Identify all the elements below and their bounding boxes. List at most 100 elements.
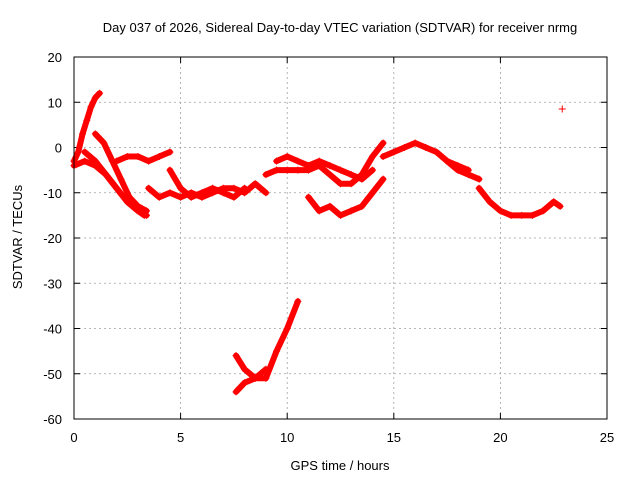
data-point: [209, 184, 217, 192]
data-series: [232, 297, 302, 382]
data-point: [113, 157, 121, 165]
data-point: [347, 207, 355, 215]
data-point: [262, 189, 270, 197]
x-tick-label: 25: [600, 430, 614, 445]
data-point: [91, 94, 99, 102]
data-point: [145, 184, 153, 192]
x-tick-label: 10: [280, 430, 294, 445]
data-point: [379, 153, 387, 161]
data-point: [142, 207, 150, 215]
data-point: [125, 193, 133, 201]
data-series: [166, 166, 249, 201]
data-point: [411, 139, 419, 147]
data-point: [241, 365, 249, 373]
x-tick-label: 20: [493, 430, 507, 445]
data-point: [550, 198, 558, 206]
data-point: [79, 130, 87, 138]
data-point: [400, 144, 408, 151]
data-point: [294, 297, 302, 305]
series-trace: [113, 149, 173, 165]
data-point: [241, 379, 249, 387]
data-point: [232, 388, 240, 396]
chart-title: Day 037 of 2026, Sidereal Day-to-day VTE…: [103, 20, 577, 35]
y-tick-label: 0: [55, 141, 62, 156]
y-tick-label: -40: [43, 322, 62, 337]
y-tick-label: 20: [48, 50, 62, 65]
data-point: [379, 175, 387, 183]
data-series: [443, 157, 483, 183]
data-point: [283, 166, 291, 174]
data-point: [230, 184, 238, 192]
y-tick-label: -10: [43, 186, 62, 201]
y-tick-label: -60: [43, 412, 62, 427]
data-point: [87, 103, 95, 111]
data-point: [347, 180, 355, 188]
data-point: [230, 193, 238, 201]
x-tick-label: 5: [177, 430, 184, 445]
data-point: [273, 157, 281, 165]
data-point: [528, 211, 536, 219]
data-point: [358, 175, 366, 183]
data-point: [273, 166, 281, 174]
x-axis-label: GPS time / hours: [291, 458, 390, 473]
data-point: [113, 184, 121, 192]
data-series: [305, 175, 387, 219]
data-point: [379, 139, 387, 147]
data-point: [241, 184, 249, 192]
data-point: [251, 180, 259, 188]
data-point: [166, 148, 174, 156]
data-point: [556, 202, 564, 210]
data-point: [432, 148, 440, 156]
data-point: [358, 202, 366, 210]
data-point: [454, 166, 462, 174]
data-point: [145, 157, 153, 165]
data-point: [368, 189, 376, 197]
data-point: [91, 157, 99, 165]
data-point: [347, 171, 355, 179]
data-point: [177, 193, 185, 201]
data-series: [113, 148, 174, 165]
data-point: [262, 374, 270, 382]
data-point: [368, 153, 376, 161]
data-series: [558, 105, 566, 113]
data-point: [232, 352, 240, 360]
data-point: [390, 148, 398, 156]
series-trace: [444, 158, 483, 183]
x-tick-label: 15: [387, 430, 401, 445]
series-trace: [166, 167, 248, 201]
y-axis-label: SDTVAR / TECUs: [10, 184, 25, 289]
data-point: [74, 148, 82, 156]
data-point: [134, 153, 142, 161]
data-point: [251, 374, 259, 382]
data-point: [81, 148, 89, 156]
data-point: [283, 325, 291, 332]
data-series: [262, 139, 387, 188]
data-point: [166, 166, 174, 174]
data-point: [117, 175, 125, 183]
data-point: [539, 207, 547, 215]
data-points: [70, 89, 566, 396]
data-point: [155, 153, 163, 161]
grid-lines: [74, 57, 607, 419]
data-point: [134, 202, 142, 210]
data-point: [273, 347, 281, 355]
data-point: [422, 144, 430, 151]
data-point: [100, 139, 108, 147]
data-point: [496, 207, 504, 215]
data-point: [326, 171, 334, 179]
data-point: [177, 184, 185, 192]
data-point: [262, 171, 270, 179]
data-point: [219, 189, 227, 197]
data-point: [102, 171, 110, 179]
data-point: [315, 157, 323, 165]
data-point: [96, 89, 104, 97]
data-series: [273, 153, 376, 183]
data-series: [475, 184, 564, 219]
data-point: [518, 211, 526, 219]
data-point: [294, 157, 302, 165]
data-point: [368, 166, 376, 174]
data-point: [262, 365, 270, 373]
data-point: [123, 153, 131, 161]
data-point: [558, 105, 566, 113]
